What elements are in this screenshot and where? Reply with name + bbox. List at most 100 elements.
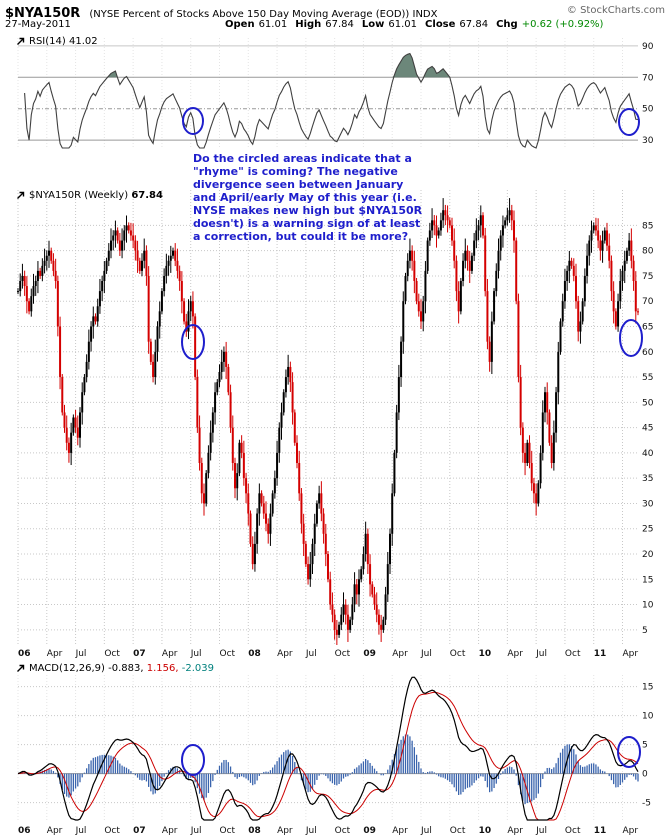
svg-text:Apr: Apr xyxy=(277,649,293,659)
svg-text:10: 10 xyxy=(642,601,654,611)
svg-text:08: 08 xyxy=(248,649,261,659)
svg-text:Jul: Jul xyxy=(535,826,547,836)
svg-text:Jul: Jul xyxy=(420,826,432,836)
svg-text:Oct: Oct xyxy=(565,826,581,836)
svg-text:75: 75 xyxy=(642,272,653,282)
svg-text:Apr: Apr xyxy=(623,649,639,659)
svg-text:06: 06 xyxy=(18,826,31,836)
svg-text:70: 70 xyxy=(642,297,654,307)
svg-text:Oct: Oct xyxy=(104,649,120,659)
svg-text:45: 45 xyxy=(642,424,653,434)
svg-text:10: 10 xyxy=(479,826,492,836)
svg-text:Oct: Oct xyxy=(220,649,236,659)
svg-text:Jul: Jul xyxy=(190,826,202,836)
svg-text:5: 5 xyxy=(642,626,648,636)
macd-value: -0.883, xyxy=(108,663,144,674)
rsi-label-text: RSI(14) 41.02 xyxy=(29,36,98,47)
svg-text:Oct: Oct xyxy=(565,649,581,659)
svg-text:Oct: Oct xyxy=(220,826,236,836)
svg-text:09: 09 xyxy=(363,649,376,659)
zoom-arrow-icon[interactable] xyxy=(16,191,25,200)
annotation-text: Do the circled areas indicate that a "rhy… xyxy=(193,152,423,243)
svg-text:25: 25 xyxy=(642,525,653,535)
low-value: 61.01 xyxy=(388,19,418,30)
high-label: High xyxy=(295,19,322,30)
svg-text:60: 60 xyxy=(642,348,654,358)
macd-panel xyxy=(17,676,639,821)
svg-text:Oct: Oct xyxy=(450,649,466,659)
svg-text:Jul: Jul xyxy=(75,826,87,836)
svg-text:Oct: Oct xyxy=(450,826,466,836)
svg-text:30: 30 xyxy=(642,136,654,146)
svg-text:90: 90 xyxy=(642,42,654,52)
open-value: 61.01 xyxy=(258,19,288,30)
svg-text:5: 5 xyxy=(642,741,648,751)
svg-text:07: 07 xyxy=(133,649,146,659)
svg-text:80: 80 xyxy=(642,247,654,257)
svg-text:15: 15 xyxy=(642,575,653,585)
svg-text:65: 65 xyxy=(642,323,653,333)
svg-text:20: 20 xyxy=(642,550,654,560)
svg-text:0: 0 xyxy=(642,770,648,780)
svg-text:85: 85 xyxy=(642,221,653,231)
price-panel xyxy=(17,198,639,645)
zoom-arrow-icon[interactable] xyxy=(16,37,25,46)
chart-title: (NYSE Percent of Stocks Above 150 Day Mo… xyxy=(89,9,438,20)
macd-signal-value: 1.156, xyxy=(146,663,179,674)
svg-text:Apr: Apr xyxy=(47,649,63,659)
svg-text:Jul: Jul xyxy=(190,649,202,659)
svg-text:Apr: Apr xyxy=(623,826,639,836)
chg-label: Chg xyxy=(496,19,518,30)
svg-text:08: 08 xyxy=(248,826,261,836)
copyright: © StockCharts.com xyxy=(566,5,665,16)
svg-text:10: 10 xyxy=(479,649,492,659)
gridlines xyxy=(17,38,638,820)
svg-text:Apr: Apr xyxy=(47,826,63,836)
svg-text:Jul: Jul xyxy=(305,826,317,836)
svg-text:Jul: Jul xyxy=(305,649,317,659)
chart-date: 27-May-2011 xyxy=(5,19,71,30)
ohlc-quote: Open 61.01 High 67.84 Low 61.01 Close 67.84 Chg +… xyxy=(225,19,603,30)
low-label: Low xyxy=(361,19,385,30)
macd-panel-label: MACD(12,26,9) -0.883, 1.156, -2.039 xyxy=(16,663,214,674)
svg-text:Apr: Apr xyxy=(392,826,408,836)
svg-text:06: 06 xyxy=(18,649,31,659)
close-value: 67.84 xyxy=(459,19,489,30)
chg-value: +0.62 (+0.92%) xyxy=(521,19,604,30)
symbol: $NYA150R xyxy=(5,6,81,21)
svg-text:Oct: Oct xyxy=(335,826,351,836)
svg-text:Apr: Apr xyxy=(162,649,178,659)
svg-text:55: 55 xyxy=(642,373,653,383)
svg-text:Apr: Apr xyxy=(392,649,408,659)
svg-text:50: 50 xyxy=(642,105,654,115)
annotation-ellipses xyxy=(181,107,643,776)
svg-text:11: 11 xyxy=(594,649,607,659)
svg-text:Apr: Apr xyxy=(162,826,178,836)
macd-hist-value: -2.039 xyxy=(181,663,214,674)
high-value: 67.84 xyxy=(325,19,354,30)
svg-text:10: 10 xyxy=(642,712,654,722)
svg-text:11: 11 xyxy=(594,826,607,836)
close-label: Close xyxy=(425,19,456,30)
macd-label-text: MACD(12,26,9) -0.883, 1.156, -2.039 xyxy=(29,663,214,674)
svg-text:Jul: Jul xyxy=(535,649,547,659)
chart-header: $NYA150R (NYSE Percent of Stocks Above 1… xyxy=(5,2,667,21)
price-label-text: $NYA150R (Weekly) 67.84 xyxy=(29,190,163,201)
svg-text:07: 07 xyxy=(133,826,146,836)
svg-text:70: 70 xyxy=(642,73,654,83)
zoom-arrow-icon[interactable] xyxy=(16,664,25,673)
open-label: Open xyxy=(225,19,255,30)
svg-text:Apr: Apr xyxy=(507,649,523,659)
svg-text:Jul: Jul xyxy=(420,649,432,659)
rsi-panel xyxy=(24,52,639,149)
svg-text:Apr: Apr xyxy=(507,826,523,836)
svg-text:Oct: Oct xyxy=(104,826,120,836)
svg-text:30: 30 xyxy=(642,499,654,509)
svg-text:15: 15 xyxy=(642,683,653,693)
svg-text:40: 40 xyxy=(642,449,654,459)
quote-row: 27-May-2011 Open 61.01 High 67.84 Low 61.01 Cl… xyxy=(5,19,665,30)
rsi-panel-label: RSI(14) 41.02 xyxy=(16,36,98,47)
svg-text:Oct: Oct xyxy=(335,649,351,659)
